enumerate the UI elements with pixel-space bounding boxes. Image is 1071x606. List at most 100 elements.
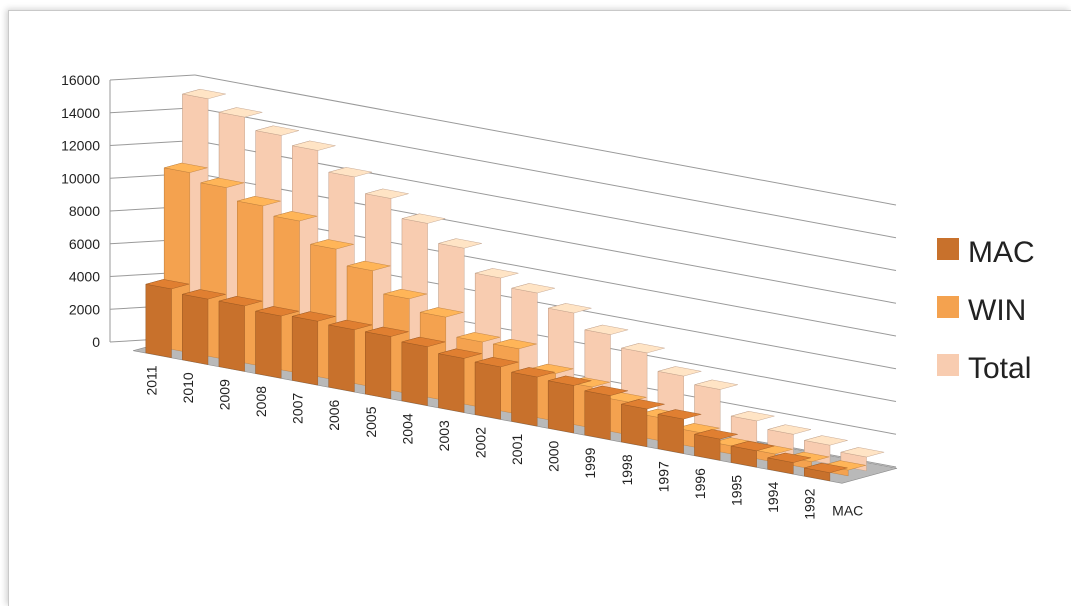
- depth-axis-label: MAC: [832, 503, 863, 519]
- legend-label-mac: MAC: [968, 236, 1035, 269]
- legend-swatch-win: [937, 296, 959, 318]
- bar-top-face: [255, 125, 299, 136]
- y-tick-label: 2000: [69, 301, 100, 317]
- bar-front-face: [584, 390, 611, 441]
- bar-mac-2006: [328, 319, 373, 393]
- x-tick-label: 2005: [363, 406, 379, 437]
- side-gridline: [109, 107, 196, 114]
- bar-top-face: [548, 303, 592, 314]
- bar-front-face: [292, 316, 318, 386]
- bar-mac-2004: [401, 336, 446, 406]
- bar-top-face: [511, 367, 555, 378]
- bar-front-face: [511, 371, 538, 427]
- bar-top-face: [328, 167, 373, 178]
- bar-front-face: [255, 310, 282, 379]
- y-tick-label: 4000: [69, 269, 100, 285]
- bar-top-face: [456, 332, 501, 343]
- bar-top-face: [182, 88, 226, 100]
- gridline: [194, 107, 897, 239]
- bar-top-face: [237, 196, 281, 207]
- y-tick-label: 0: [92, 334, 100, 350]
- legend-swatch-mac: [937, 238, 959, 260]
- x-tick-label: 2008: [253, 386, 269, 417]
- bar-mac-1992: [804, 462, 848, 482]
- bar-top-face: [420, 307, 464, 318]
- bar-mac-1996: [694, 429, 738, 461]
- bar-top-face: [731, 411, 775, 422]
- bar-mac-2010: [182, 289, 226, 365]
- bar-top-face: [657, 366, 702, 377]
- bar-top-face: [401, 213, 446, 224]
- bar-top-face: [365, 326, 409, 337]
- bar-mac-2011: [145, 279, 190, 358]
- bar-top-face: [694, 379, 738, 390]
- x-tick-label: 1995: [729, 475, 745, 506]
- bar-top-face: [145, 279, 190, 290]
- y-tick-label: 16000: [61, 72, 100, 88]
- bar-top-face: [804, 462, 848, 473]
- x-tick-label: 2000: [546, 440, 562, 471]
- bar-mac-2008: [255, 306, 299, 379]
- y-tick-label: 8000: [69, 203, 100, 219]
- bar-top-face: [310, 239, 354, 250]
- bar-top-face: [475, 268, 519, 279]
- bar-top-face: [840, 447, 885, 458]
- bar-top-face: [621, 343, 665, 354]
- bar-top-face: [273, 211, 318, 222]
- bar-front-face: [657, 414, 684, 454]
- y-tick-label: 14000: [61, 105, 100, 121]
- bar-top-face: [164, 162, 208, 173]
- bar-top-face: [438, 238, 482, 249]
- bar-front-face: [548, 380, 574, 434]
- bar-mac-1999: [584, 385, 629, 441]
- bar-front-face: [182, 294, 209, 365]
- bar-top-face: [694, 429, 738, 440]
- bar-top-face: [438, 348, 482, 359]
- bar-top-face: [511, 283, 555, 294]
- x-tick-label: 2004: [399, 413, 415, 444]
- side-gridline: [109, 140, 196, 146]
- bar-top-face: [767, 452, 811, 463]
- bar-mac-2007: [292, 311, 336, 386]
- gridline: [194, 74, 897, 206]
- bar-front-face: [621, 403, 648, 447]
- bar-top-face: [219, 107, 263, 118]
- bar-mac-1998: [621, 399, 665, 447]
- x-tick-label: 2002: [473, 427, 489, 458]
- bar-front-face: [145, 283, 172, 358]
- x-tick-label: 2001: [509, 434, 525, 465]
- bar-top-face: [255, 306, 299, 317]
- legend-swatch-total: [937, 354, 959, 376]
- legend-label-total: Total: [968, 352, 1031, 385]
- bar-top-face: [292, 140, 336, 151]
- bar-top-face: [383, 288, 427, 300]
- x-tick-label: 1997: [655, 461, 671, 492]
- bar-mac-2001: [511, 367, 555, 427]
- bar-mac-2000: [548, 375, 592, 434]
- bar-front-face: [438, 353, 465, 413]
- bar-top-face: [584, 324, 629, 335]
- bar-top-face: [657, 409, 702, 420]
- bar-front-face: [218, 300, 245, 372]
- bar-top-face: [182, 289, 226, 300]
- bar-front-face: [328, 324, 355, 393]
- bar-mac-2009: [218, 296, 263, 372]
- x-tick-label: 2011: [143, 365, 159, 395]
- bar-mac-1997: [657, 409, 702, 454]
- bar-top-face: [621, 399, 665, 410]
- bar-mac-2003: [438, 348, 482, 413]
- y-tick-label: 6000: [69, 236, 100, 252]
- x-tick-label: 2010: [180, 372, 196, 403]
- x-tick-label: 2003: [436, 420, 452, 451]
- bar-front-face: [365, 331, 392, 400]
- bar-top-face: [804, 435, 848, 446]
- legend-label-win: WIN: [968, 294, 1026, 327]
- bar-mac-1995: [730, 440, 775, 468]
- y-tick-label: 12000: [61, 138, 100, 154]
- bar-top-face: [292, 311, 336, 322]
- bar-front-face: [474, 361, 501, 420]
- side-gridline: [109, 74, 196, 81]
- x-tick-label: 1999: [582, 447, 598, 478]
- bar-top-face: [328, 319, 373, 330]
